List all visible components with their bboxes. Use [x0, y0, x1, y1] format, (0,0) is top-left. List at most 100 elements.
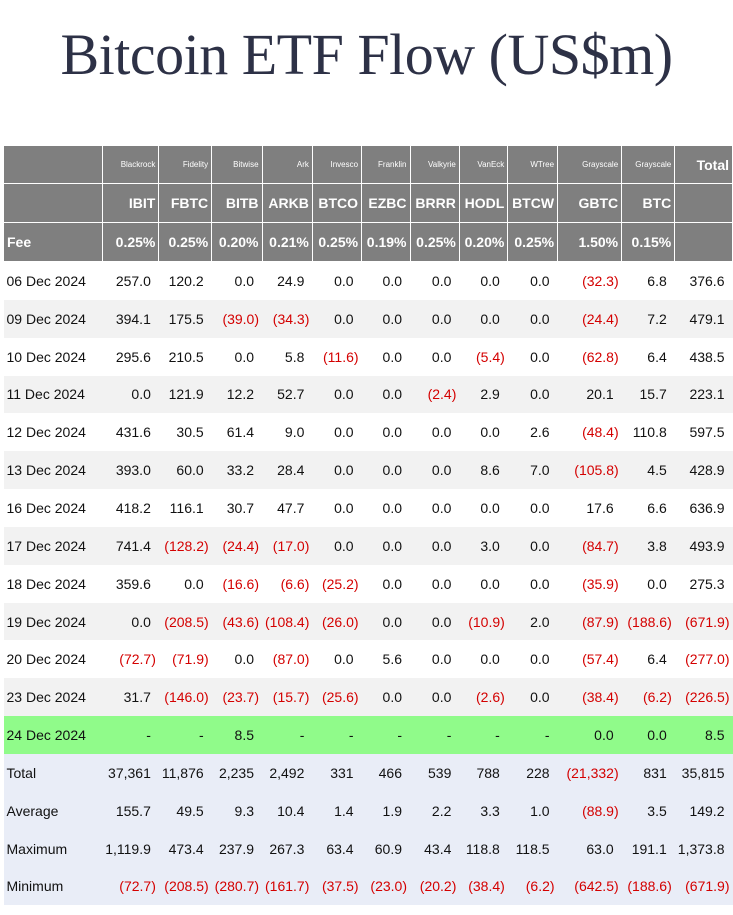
flow-value: 3.8 [621, 526, 675, 565]
flow-value: 0.0 [312, 451, 362, 490]
flow-value: 33.2 [211, 451, 263, 490]
flow-value: 0.0 [102, 375, 159, 414]
row-date: 10 Dec 2024 [3, 337, 103, 376]
flow-value: 30.7 [211, 489, 263, 527]
table-row: 19 Dec 2024 0.0 (208.5) (43.6) (108.4) (26.0)… [3, 602, 733, 641]
stat-value: 1.0 [507, 791, 558, 830]
ticker-header: BITB [211, 183, 263, 223]
flow-value: 0.0 [158, 564, 212, 603]
stat-total: 1,373.8 [674, 829, 733, 868]
row-total: (277.0) [674, 640, 733, 679]
stat-total: 35,815 [674, 753, 733, 792]
row-total: 275.3 [674, 564, 733, 603]
flow-value: (38.4) [557, 678, 622, 717]
flow-value: 0.0 [621, 564, 675, 603]
fee-header: 1.50% [557, 222, 623, 262]
stat-value: (642.5) [557, 867, 622, 906]
flow-value: 60.0 [158, 451, 212, 490]
flow-value: (11.6) [312, 337, 362, 376]
flow-value: 6.4 [621, 640, 675, 679]
stat-value: 2,235 [211, 753, 263, 792]
flow-value: - [459, 716, 508, 754]
stat-row: Minimum (72.7) (208.5) (280.7) (161.7) (37.5)… [3, 867, 733, 906]
issuer-header: WTree [507, 145, 559, 184]
flow-value: 61.4 [211, 413, 263, 452]
flow-value: 0.0 [361, 678, 410, 717]
stat-label: Total [3, 753, 103, 792]
flow-value: 0.0 [312, 261, 362, 300]
flow-value: (32.3) [557, 261, 622, 300]
flow-value: (26.0) [312, 602, 362, 641]
ticker-header: BRRR [409, 183, 460, 223]
issuer-header: Ark [261, 145, 313, 184]
flow-value: 0.0 [507, 640, 558, 679]
flow-value: 5.8 [262, 337, 313, 376]
fee-header: 0.19% [361, 222, 411, 262]
flow-value: 0.0 [410, 678, 460, 717]
flow-value: 0.0 [410, 337, 460, 376]
flow-value: 0.0 [621, 716, 675, 754]
row-date: 12 Dec 2024 [3, 413, 103, 452]
flow-value: 0.0 [211, 640, 263, 679]
table-row: 13 Dec 2024 393.0 60.0 33.2 28.4 0.0 0.0 0.0 8.6… [3, 451, 733, 490]
flow-value: (62.8) [557, 337, 622, 376]
stat-value: 118.5 [507, 829, 558, 868]
stat-value: 1.9 [361, 791, 410, 830]
flow-value: 0.0 [361, 564, 410, 603]
ticker-header: EZBC [361, 183, 411, 223]
stat-value: (208.5) [158, 867, 212, 906]
stat-value: 9.3 [211, 791, 263, 830]
flow-value: (23.7) [211, 678, 263, 717]
flow-value: 0.0 [507, 564, 558, 603]
flow-value: 0.0 [557, 716, 622, 754]
flow-value: 52.7 [262, 375, 313, 414]
flow-value: 110.8 [621, 413, 675, 452]
stat-value: 11,876 [158, 753, 212, 792]
stat-row: Average 155.7 49.5 9.3 10.4 1.4 1.9 2.2 3.3 1.0 (8… [3, 791, 733, 830]
flow-value: - [158, 716, 212, 754]
flow-value: (188.6) [621, 602, 675, 641]
flow-value: 8.5 [211, 716, 263, 754]
flow-value: (35.9) [557, 564, 622, 603]
flow-value: (146.0) [158, 678, 212, 717]
stat-value: 60.9 [361, 829, 410, 868]
table-row: 10 Dec 2024 295.6 210.5 0.0 5.8 (11.6) 0.0 0.0(… [3, 337, 733, 376]
row-total: 493.9 [674, 526, 733, 565]
issuer-header: Grayscale [557, 145, 623, 184]
stat-value: (280.7) [211, 867, 263, 906]
flow-value: (84.7) [557, 526, 622, 565]
ticker-header: BTC [621, 183, 676, 223]
flow-value: 28.4 [262, 451, 313, 490]
issuer-header: Bitwise [211, 145, 263, 184]
flow-value: 0.0 [312, 640, 362, 679]
flow-value: (87.9) [557, 602, 622, 641]
stat-value: 155.7 [102, 791, 159, 830]
flow-value: 0.0 [410, 413, 460, 452]
total-header: Total [674, 145, 733, 184]
flow-value: 7.0 [507, 451, 558, 490]
issuer-header: Valkyrie [409, 145, 460, 184]
table-row: 12 Dec 2024 431.6 30.5 61.4 9.0 0.0 0.0 0.0 0.0 2… [3, 413, 733, 452]
ticker-header: IBIT [101, 183, 160, 223]
stat-value: 191.1 [621, 829, 675, 868]
flow-value: - [312, 716, 362, 754]
flow-value: 47.7 [262, 489, 313, 527]
flow-value: (128.2) [158, 526, 212, 565]
flow-value: 0.0 [459, 489, 508, 527]
fee-header: 0.20% [458, 222, 509, 262]
stat-value: (20.2) [410, 867, 460, 906]
flow-value: (6.2) [621, 678, 675, 717]
flow-value: 0.0 [507, 299, 558, 338]
flow-value: (72.7) [102, 640, 159, 679]
header-corner [3, 183, 103, 223]
row-total: 8.5 [674, 716, 733, 754]
flow-value: 0.0 [459, 413, 508, 452]
stat-value: (72.7) [102, 867, 159, 906]
flow-value: 7.2 [621, 299, 675, 338]
flow-value: 24.9 [262, 261, 313, 300]
stat-value: 2.2 [410, 791, 460, 830]
flow-value: 0.0 [507, 678, 558, 717]
flow-value: 0.0 [410, 299, 460, 338]
stat-value: 267.3 [262, 829, 313, 868]
stat-value: (23.0) [361, 867, 410, 906]
